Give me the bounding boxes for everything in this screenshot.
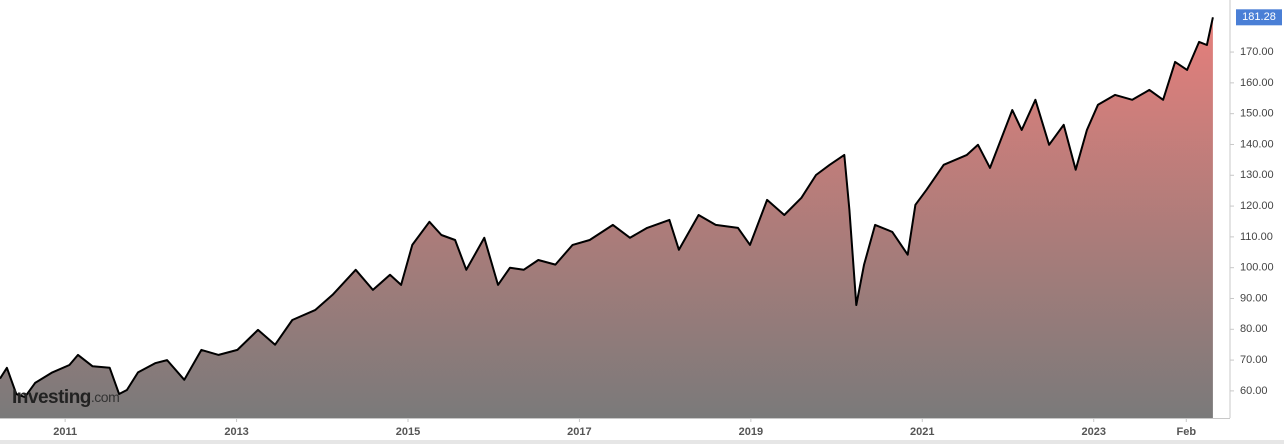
footer-band — [0, 440, 1284, 444]
brand: Investing — [12, 387, 91, 408]
x-tick-label: 2015 — [396, 426, 420, 438]
y-tick-label: 100.00 — [1240, 262, 1274, 274]
y-tick-label: 110.00 — [1240, 231, 1273, 243]
plot — [0, 17, 1214, 419]
x-tick-label: 2017 — [567, 426, 591, 438]
brand-suffix: .com — [91, 389, 119, 405]
y-tick-label: 150.00 — [1240, 108, 1274, 120]
y-tick-label: 170.00 — [1240, 46, 1274, 58]
brand-logo: Investing.com — [12, 387, 119, 408]
x-tick-label: 2013 — [224, 426, 248, 438]
y-tick-label: 90.00 — [1240, 292, 1268, 304]
x-tick-label: 2011 — [53, 426, 77, 438]
y-tick-label: 160.00 — [1240, 77, 1274, 89]
x-tick-label: 2021 — [910, 426, 934, 438]
last-price-box — [1236, 9, 1282, 26]
y-tick-label: 80.00 — [1240, 323, 1268, 335]
y-tick-label: 60.00 — [1240, 385, 1268, 397]
price-line — [0, 17, 1214, 399]
y-tick-label: 130.00 — [1240, 169, 1274, 181]
area-fill — [0, 17, 1213, 419]
x-tick-label: 2023 — [1081, 426, 1105, 438]
x-tick-label: Feb — [1177, 426, 1197, 438]
y-tick-label: 70.00 — [1240, 354, 1268, 366]
last-price-label: 181.28 — [1242, 11, 1276, 23]
y-tick-label: 140.00 — [1240, 138, 1274, 150]
y-tick-label: 120.00 — [1240, 200, 1274, 212]
x-tick-label: 2019 — [739, 426, 763, 438]
